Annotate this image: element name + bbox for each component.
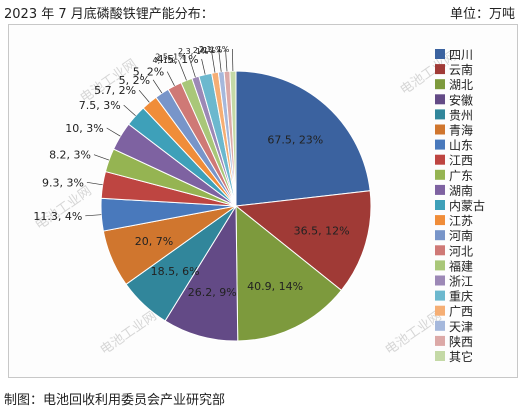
legend-swatch bbox=[435, 305, 445, 316]
legend-swatch bbox=[435, 94, 445, 105]
watermark-text: 电池工业网 bbox=[98, 309, 160, 359]
leader-line bbox=[232, 48, 234, 72]
leader-line bbox=[178, 59, 187, 81]
leader-line bbox=[218, 49, 222, 72]
watermark-text: 电池工业网 bbox=[33, 184, 95, 234]
data-label: 40.9, 14% bbox=[247, 280, 303, 293]
legend-label: 浙江 bbox=[449, 275, 473, 289]
data-label: 5, 2% bbox=[133, 66, 164, 79]
data-label: 11.3, 4% bbox=[33, 210, 82, 223]
legend-swatch bbox=[435, 169, 445, 180]
legend-swatch bbox=[435, 200, 445, 210]
legend-label: 广西 bbox=[449, 305, 473, 319]
data-label: 2.5, 1% bbox=[155, 52, 186, 61]
legend-label: 重庆 bbox=[449, 290, 473, 304]
watermark-text: 电池工业网 bbox=[383, 309, 445, 359]
data-label: 2.1, 1% bbox=[199, 45, 230, 54]
leader-line bbox=[152, 79, 163, 94]
legend-swatch bbox=[435, 215, 445, 226]
legend-swatch bbox=[435, 245, 445, 256]
data-label: 67.5, 23% bbox=[267, 134, 323, 147]
pie-slice-21 bbox=[229, 70, 237, 207]
legend-swatch bbox=[435, 154, 445, 165]
legend-label: 广东 bbox=[449, 169, 473, 183]
legend-label: 福建 bbox=[449, 258, 473, 273]
data-label: 8.2, 3% bbox=[49, 149, 91, 162]
legend-label: 四川 bbox=[449, 48, 473, 62]
data-label: 5, 2% bbox=[119, 74, 150, 87]
legend-label: 河南 bbox=[449, 228, 473, 243]
leader-line bbox=[93, 154, 110, 161]
legend-label: 江西 bbox=[449, 154, 473, 168]
data-label: 5.7, 2% bbox=[94, 84, 136, 97]
legend-label: 陕西 bbox=[449, 334, 473, 349]
data-label: 2, 1% bbox=[193, 46, 216, 55]
pie-slice-2 bbox=[234, 190, 372, 292]
legend-label: 湖南 bbox=[449, 183, 473, 198]
pie-slice-3 bbox=[235, 204, 343, 342]
legend-swatch bbox=[435, 275, 445, 286]
legend-swatch bbox=[435, 290, 445, 301]
data-labels-layer: 67.5, 23% 36.5, 12% 40.9, 14% 26.2, 9% 18.5,… bbox=[33, 45, 349, 299]
legend-swatch bbox=[435, 109, 445, 120]
leader-line bbox=[225, 49, 228, 72]
legend-swatch bbox=[435, 64, 445, 75]
legend-swatch bbox=[435, 320, 445, 331]
data-label: 18.5, 6% bbox=[151, 265, 200, 278]
leader-lines-layer bbox=[85, 48, 234, 217]
legend-swatch bbox=[435, 351, 445, 361]
leader-line bbox=[166, 71, 175, 86]
legend-swatch bbox=[435, 79, 445, 90]
legend-swatch bbox=[435, 184, 445, 195]
leader-line bbox=[123, 104, 136, 117]
data-label: 9.3, 3% bbox=[42, 176, 84, 189]
data-label: 7.5, 3% bbox=[79, 99, 121, 112]
leader-line bbox=[85, 214, 102, 217]
leader-line bbox=[211, 50, 216, 73]
legend: 四川云南湖北安徽贵州青海山东江西广东湖南内蒙古江苏河南河北福建浙江重庆广西天津陕… bbox=[435, 48, 485, 364]
data-label: 10, 3% bbox=[65, 122, 103, 135]
data-label: 26.2, 9% bbox=[188, 286, 237, 299]
legend-label: 天津 bbox=[449, 320, 473, 334]
legend-label: 山东 bbox=[449, 139, 473, 153]
legend-swatch bbox=[435, 335, 445, 346]
data-label: 4, 1% bbox=[153, 56, 176, 65]
legend-swatch bbox=[435, 139, 445, 150]
leader-line bbox=[86, 181, 103, 186]
pie-chart: 电池工业网电池工业网电池工业网电池工业网电池工业网电池工业网 67.5, 23%… bbox=[33, 45, 485, 364]
legend-swatch bbox=[435, 124, 445, 135]
leader-line bbox=[138, 89, 150, 103]
legend-label: 云南 bbox=[449, 62, 473, 77]
legend-label: 安徽 bbox=[449, 92, 473, 107]
unit-label: 单位：万吨 bbox=[449, 7, 515, 22]
legend-swatch bbox=[435, 49, 445, 59]
chart-area: 电池工业网电池工业网电池工业网电池工业网电池工业网电池工业网 67.5, 23%… bbox=[8, 24, 518, 378]
source-note: 制图：电池回收利用委员会产业研究部 bbox=[4, 393, 226, 408]
leader-line bbox=[188, 56, 196, 78]
leader-line bbox=[106, 127, 121, 137]
legend-swatch bbox=[435, 230, 445, 241]
pie-slice-1 bbox=[235, 70, 371, 207]
legend-label: 河北 bbox=[449, 244, 473, 258]
data-label: 2.3, 1% bbox=[178, 47, 209, 56]
legend-swatch bbox=[435, 260, 445, 271]
legend-label: 贵州 bbox=[449, 108, 473, 122]
chart-title: 2023 年 7 月底磷酸铁锂产能分布： bbox=[4, 7, 214, 22]
legend-label: 湖北 bbox=[449, 77, 473, 92]
legend-label: 内蒙古 bbox=[449, 198, 485, 213]
data-label: 2, 1% bbox=[200, 45, 223, 54]
legend-label: 其它 bbox=[449, 349, 473, 364]
legend-label: 江苏 bbox=[449, 214, 473, 228]
slices-layer bbox=[100, 70, 372, 342]
data-label: 36.5, 12% bbox=[294, 225, 350, 238]
leader-line bbox=[201, 58, 206, 75]
data-label: 20, 7% bbox=[135, 235, 173, 248]
legend-label: 青海 bbox=[449, 123, 473, 138]
data-label: 4.5, 1% bbox=[157, 53, 199, 66]
